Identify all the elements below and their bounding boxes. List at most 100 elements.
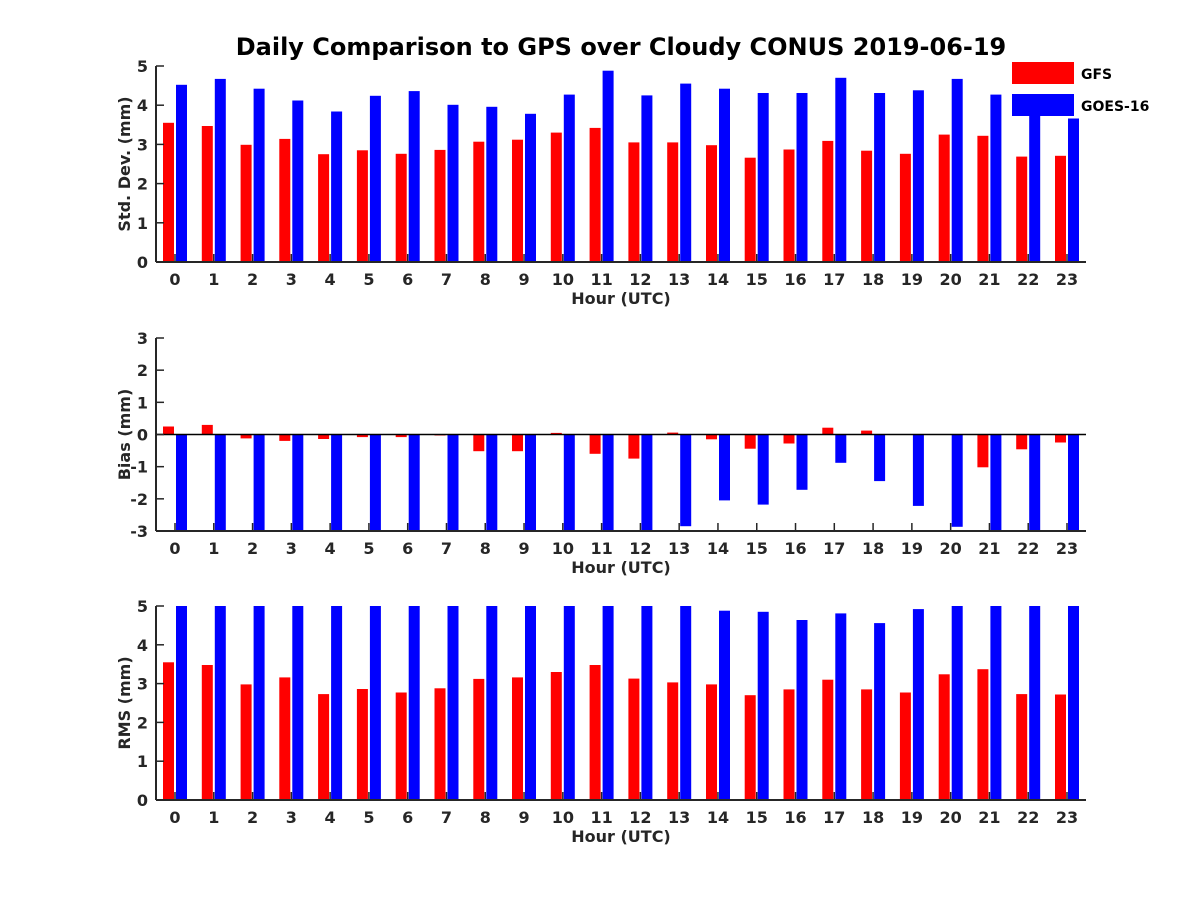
stddev-bar-gfs-5 [356, 150, 368, 262]
stddev-bar-gfs-22 [1016, 156, 1028, 262]
rms-bar-gfs-23 [1055, 694, 1066, 800]
bias-bar-gfs-18 [861, 430, 873, 435]
bias-bar-gfs-8 [473, 434, 485, 452]
rms-x-tick-label: 13 [668, 808, 690, 827]
bias-bar-gfs-13 [667, 432, 679, 435]
rms-x-tick-label: 16 [784, 808, 806, 827]
bias-bar-gfs-17 [822, 427, 834, 435]
bias-x-tick-label: 3 [286, 539, 297, 558]
stddev-x-tick-label: 1 [208, 270, 219, 289]
stddev-bar-gfs-10 [550, 132, 562, 262]
rms-bar-goes16-22 [1029, 606, 1041, 800]
stddev-bar-goes16-20 [951, 78, 963, 263]
bias-x-tick-label: 10 [552, 539, 574, 558]
stddev-bar-goes16-7 [447, 104, 459, 262]
bias-bar-gfs-15 [744, 434, 756, 449]
stddev-x-tick-label: 16 [784, 270, 806, 289]
rms-x-tick-label: 0 [169, 808, 180, 827]
stddev-bar-gfs-18 [861, 150, 873, 262]
stddev-bar-goes16-5 [369, 95, 381, 262]
bias-bar-goes16-7 [447, 434, 459, 531]
rms-bar-goes16-4 [331, 606, 343, 800]
stddev-bar-goes16-8 [486, 106, 498, 262]
bias-bar-gfs-2 [240, 434, 252, 439]
stddev-bar-gfs-21 [977, 135, 989, 262]
stddev-bar-gfs-15 [744, 157, 756, 262]
stddev-bar-goes16-19 [912, 90, 924, 262]
rms-bar-gfs-12 [628, 678, 640, 800]
stddev-y-tick-label: 2 [137, 175, 148, 194]
rms-y-tick-label: 3 [137, 675, 148, 694]
stddev-bar-goes16-21 [990, 94, 1002, 262]
stddev-y-tick-label: 4 [137, 96, 148, 115]
stddev-bar-gfs-9 [512, 139, 523, 262]
bias-bar-goes16-13 [680, 434, 692, 527]
bias-bar-goes16-10 [563, 434, 575, 531]
rms-bar-goes16-16 [796, 620, 808, 800]
stddev-bar-goes16-17 [835, 77, 847, 262]
bias-x-tick-label: 5 [363, 539, 374, 558]
rms-x-tick-label: 17 [823, 808, 845, 827]
stddev-bar-goes16-18 [874, 93, 886, 262]
bias-x-tick-label: 11 [590, 539, 612, 558]
rms-x-tick-label: 2 [247, 808, 258, 827]
rms-bar-goes16-17 [835, 613, 847, 800]
bias-bar-goes16-6 [408, 434, 420, 531]
bias-bar-goes16-5 [369, 434, 381, 531]
bias-bar-gfs-3 [279, 434, 291, 441]
bias-x-tick-label: 16 [784, 539, 806, 558]
chart-title: Daily Comparison to GPS over Cloudy CONU… [236, 33, 1007, 61]
stddev-bar-gfs-11 [589, 127, 601, 263]
rms-x-tick-label: 15 [746, 808, 768, 827]
rms-bar-goes16-9 [525, 606, 536, 800]
stddev-bar-gfs-8 [473, 141, 485, 262]
rms-x-tick-label: 10 [552, 808, 574, 827]
bias-x-tick-label: 9 [518, 539, 529, 558]
stddev-bar-gfs-6 [395, 153, 407, 262]
bias-bar-goes16-4 [331, 434, 343, 531]
rms-y-tick-label: 5 [137, 597, 148, 616]
stddev-bar-gfs-1 [201, 126, 213, 262]
stddev-bar-gfs-0 [163, 122, 174, 262]
rms-x-tick-label: 14 [707, 808, 729, 827]
rms-bar-goes16-10 [563, 606, 575, 800]
bias-bar-gfs-21 [977, 434, 989, 468]
rms-x-tick-label: 9 [518, 808, 529, 827]
rms-bar-goes16-5 [369, 606, 381, 800]
bias-bar-goes16-20 [951, 434, 963, 527]
rms-bar-goes16-11 [602, 606, 614, 800]
stddev-bar-gfs-12 [628, 142, 640, 262]
rms-x-tick-label: 21 [978, 808, 1000, 827]
stddev-x-tick-label: 12 [629, 270, 651, 289]
rms-x-tick-label: 11 [590, 808, 612, 827]
stddev-x-tick-label: 10 [552, 270, 574, 289]
rms-x-tick-label: 3 [286, 808, 297, 827]
stddev-x-tick-label: 13 [668, 270, 690, 289]
bias-y-tick-label: 3 [137, 329, 148, 348]
rms-bar-gfs-5 [356, 689, 368, 800]
rms-bar-gfs-19 [899, 692, 911, 800]
stddev-x-tick-label: 21 [978, 270, 1000, 289]
stddev-x-tick-label: 7 [441, 270, 452, 289]
stddev-bar-gfs-7 [434, 149, 446, 262]
bias-y-tick-label: 1 [137, 393, 148, 412]
bias-x-tick-label: 8 [480, 539, 491, 558]
rms-bar-gfs-1 [201, 665, 213, 800]
rms-x-tick-label: 4 [325, 808, 336, 827]
bias-y-tick-label: 2 [137, 361, 148, 380]
bias-bar-gfs-12 [628, 434, 640, 459]
rms-bar-gfs-9 [512, 677, 523, 800]
rms-bar-goes16-7 [447, 606, 459, 800]
bias-x-tick-label: 17 [823, 539, 845, 558]
rms-x-tick-label: 18 [862, 808, 884, 827]
stddev-x-tick-label: 23 [1056, 270, 1078, 289]
legend-label-goes16: GOES-16 [1081, 99, 1149, 115]
rms-y-axis-label: RMS (mm) [115, 656, 134, 749]
stddev-x-tick-label: 6 [402, 270, 413, 289]
stddev-x-tick-label: 9 [518, 270, 529, 289]
legend: GFS GOES-16 [1012, 62, 1149, 116]
rms-y-tick-label: 4 [137, 636, 148, 655]
stddev-y-tick-label: 1 [137, 214, 148, 233]
rms-x-tick-label: 20 [940, 808, 962, 827]
rms-y-tick-label: 1 [137, 752, 148, 771]
